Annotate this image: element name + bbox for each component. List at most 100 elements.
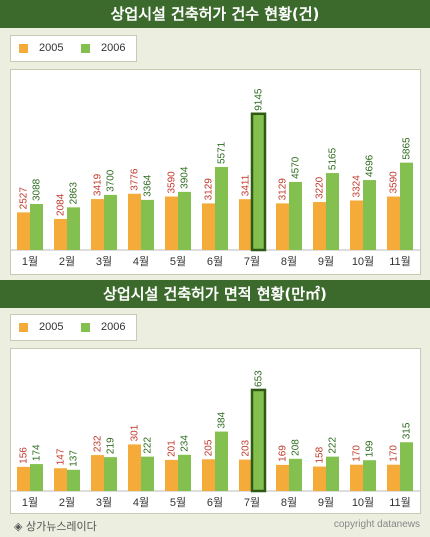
data-label-2005-3: 3419: [93, 173, 104, 196]
data-label-2006-8: 4570: [291, 156, 302, 179]
data-label-2006-6: 5571: [217, 141, 228, 164]
bar-2006-9: [326, 456, 339, 491]
source-label: ◈ 상가뉴스레이다: [14, 520, 97, 533]
bar-2005-11: [387, 464, 400, 491]
bar-2006-8: [289, 181, 302, 250]
data-label-2005-7: 203: [241, 439, 252, 456]
x-tick-label: 7월: [244, 496, 260, 509]
x-tick-label: 6월: [207, 255, 223, 268]
bar-2006-7: [250, 112, 267, 252]
data-label-2005-10: 170: [352, 445, 363, 462]
x-tick-label: 2월: [59, 496, 75, 509]
data-label-2005-5: 201: [167, 440, 178, 457]
legend-label-2006: 2006: [101, 42, 126, 54]
bar-2005-3: [91, 199, 104, 250]
data-label-2006-4: 3364: [143, 174, 154, 197]
data-label-2005-9: 158: [315, 446, 326, 463]
data-label-2005-4: 301: [130, 424, 141, 441]
chart1-title: 상업시설 건축허가 건수 현황(건): [0, 0, 430, 28]
x-tick-label: 5월: [170, 255, 186, 268]
data-label-2005-1: 2527: [19, 187, 30, 210]
x-tick-label: 8월: [281, 255, 297, 268]
data-label-2006-7: 653: [254, 370, 265, 387]
bar-2006-11: [400, 162, 413, 250]
bar-2006-3: [104, 194, 117, 250]
bar-2006-4: [141, 199, 154, 250]
data-label-2006-11: 5865: [402, 137, 413, 160]
data-label-2006-3: 219: [106, 437, 117, 454]
data-label-2005-4: 3776: [130, 168, 141, 191]
data-label-2005-3: 232: [93, 435, 104, 452]
bar-2006-8: [289, 458, 302, 491]
legend-label-2005: 2005: [39, 321, 64, 333]
data-label-2006-10: 4696: [365, 154, 376, 177]
data-label-2006-9: 5165: [328, 147, 339, 170]
bar-2006-6: [215, 167, 228, 250]
bar-2006-10: [363, 180, 376, 250]
bar-2005-6: [202, 459, 215, 491]
bar-2005-5: [165, 196, 178, 250]
bar-2006-5: [178, 191, 191, 250]
bar-2005-11: [387, 196, 400, 250]
bar-2005-4: [128, 193, 141, 250]
bar-2006-4: [141, 456, 154, 491]
bar-2005-8: [276, 464, 289, 491]
legend-swatch-2005: [19, 44, 28, 53]
bar-2005-10: [350, 464, 363, 491]
bar-2005-7: [239, 459, 252, 491]
chart1-plot: 2527 3088 1월 2084 2863 2월 3419 3700 3월 3776 3364 4월…: [10, 69, 421, 275]
bar-2006-6: [215, 431, 228, 491]
bar-2006-1: [30, 204, 43, 250]
x-tick-label: 4월: [133, 255, 149, 268]
data-label-2006-8: 208: [291, 439, 302, 456]
bar-2006-5: [178, 454, 191, 491]
bar-2005-3: [91, 455, 104, 491]
bar-2005-9: [313, 202, 326, 250]
data-label-2006-11: 315: [402, 422, 413, 439]
x-tick-label: 1월: [22, 496, 38, 509]
legend-swatch-2006: [81, 323, 90, 332]
data-label-2006-2: 2863: [69, 182, 80, 205]
x-tick-label: 11월: [389, 255, 411, 268]
x-tick-label: 2월: [59, 255, 75, 268]
data-label-2005-5: 3590: [167, 171, 178, 194]
x-tick-label: 6월: [207, 496, 223, 509]
data-label-2006-4: 222: [143, 437, 154, 454]
legend-swatch-2006: [81, 44, 90, 53]
bar-2006-2: [67, 469, 80, 491]
data-label-2006-3: 3700: [106, 169, 117, 192]
chart2-plot: 156 174 1월 147 137 2월 232 219 3월 301 222 4월 201 234 5월…: [10, 348, 421, 514]
chart2-title: 상업시설 건축허가 면적 현황(만㎡): [0, 280, 430, 308]
x-tick-label: 8월: [281, 496, 297, 509]
bar-2006-9: [326, 173, 339, 250]
data-label-2005-8: 3129: [278, 178, 289, 201]
bar-2005-2: [54, 218, 67, 250]
bar-2005-1: [17, 466, 30, 491]
x-tick-label: 3월: [96, 496, 112, 509]
data-label-2006-5: 3904: [180, 166, 191, 189]
copyright-label: copyright datanews: [333, 519, 420, 530]
bar-2005-10: [350, 200, 363, 250]
bar-2006-3: [104, 457, 117, 491]
bar-2006-10: [363, 460, 376, 491]
chart1-legend: 2005 2006: [10, 35, 137, 62]
bar-2005-6: [202, 203, 215, 250]
bar-2005-9: [313, 466, 326, 491]
data-label-2006-5: 234: [180, 435, 191, 452]
x-tick-label: 1월: [22, 255, 38, 268]
data-label-2006-9: 222: [328, 437, 339, 454]
data-label-2005-7: 3411: [241, 174, 252, 196]
x-tick-label: 10월: [352, 496, 374, 509]
chart2-legend: 2005 2006: [10, 314, 137, 341]
legend-label-2005: 2005: [39, 42, 64, 54]
data-label-2006-2: 137: [69, 450, 80, 467]
x-tick-label: 9월: [318, 496, 334, 509]
x-tick-label: 9월: [318, 255, 334, 268]
data-label-2006-10: 199: [365, 440, 376, 457]
data-label-2006-7: 9145: [254, 88, 265, 111]
data-label-2005-10: 3324: [352, 175, 363, 198]
bar-2006-7: [250, 388, 267, 493]
data-label-2005-1: 156: [19, 447, 30, 464]
